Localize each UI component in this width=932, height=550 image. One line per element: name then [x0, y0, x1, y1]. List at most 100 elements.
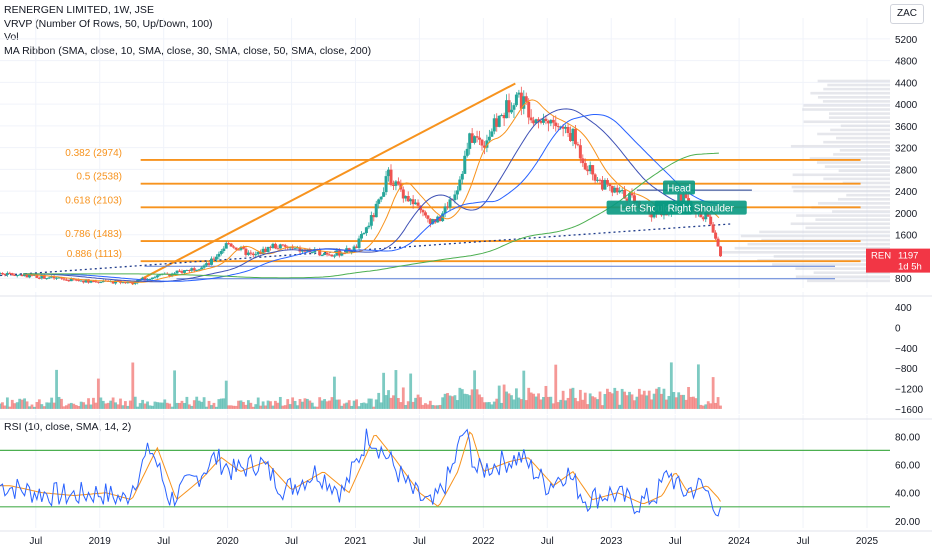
time-tick-label: Jul	[285, 536, 298, 547]
candle	[428, 218, 432, 224]
candle	[320, 255, 324, 257]
candle	[379, 196, 383, 200]
candle	[421, 210, 425, 213]
currency-button[interactable]: ZAC	[890, 4, 924, 24]
candle	[711, 224, 715, 233]
volume-bar	[249, 402, 253, 409]
candle	[214, 256, 218, 260]
candle	[431, 219, 435, 224]
candle	[598, 179, 602, 181]
pattern-label: Right Shoulder	[654, 200, 747, 215]
candle	[414, 202, 418, 205]
candle	[10, 273, 14, 276]
ma-ribbon-indicator-label[interactable]: MA Ribbon (SMA, close, 10, SMA, close, 3…	[4, 44, 372, 57]
volume-bar	[82, 402, 86, 409]
candle	[42, 275, 46, 279]
rsi-tick-label: 80.00	[895, 432, 920, 443]
volume-bar	[384, 395, 388, 409]
ma10-line	[22, 99, 720, 283]
volume-bar	[62, 406, 66, 409]
volume-bar	[187, 404, 191, 409]
volume-bar	[25, 401, 29, 409]
candle	[20, 274, 24, 277]
volume-bar	[337, 399, 341, 409]
volume-tick-label: 0	[895, 323, 901, 334]
volume-bar	[505, 391, 508, 409]
candle	[305, 249, 309, 252]
volume-bar	[711, 377, 715, 409]
volume-bar	[421, 404, 425, 409]
volume-bar	[124, 401, 127, 409]
candle	[131, 282, 135, 284]
candle	[453, 194, 457, 200]
volume-bar	[121, 405, 125, 409]
candle	[593, 174, 597, 181]
volume-bar	[441, 397, 445, 409]
candle	[197, 269, 201, 271]
candle	[3, 273, 7, 275]
volume-bar	[546, 396, 550, 409]
last-price-tag	[866, 248, 930, 273]
candle	[254, 254, 258, 256]
volume-bar	[57, 396, 61, 409]
volume-bar	[37, 399, 41, 409]
volume-bar	[625, 395, 629, 409]
candle	[482, 145, 486, 148]
volume-bar	[613, 387, 617, 409]
candle	[148, 279, 152, 281]
candle	[195, 269, 199, 271]
volume-indicator-label[interactable]: Vol	[4, 31, 19, 43]
candle	[387, 169, 391, 177]
vrvp-row	[830, 128, 890, 132]
candle	[502, 115, 506, 119]
volume-bar	[298, 399, 302, 409]
candle	[522, 96, 526, 109]
volume-bar	[492, 401, 496, 409]
volume-bar	[694, 398, 698, 409]
vrvp-row	[838, 169, 890, 173]
volume-bar	[94, 402, 98, 409]
rsi-line	[0, 428, 721, 517]
volume-bar	[483, 402, 486, 409]
candle	[569, 133, 573, 142]
candle	[426, 215, 430, 219]
volume-bar	[377, 392, 381, 409]
candle	[281, 244, 285, 246]
volume-bar	[576, 401, 580, 409]
volume-bar	[138, 403, 142, 409]
candle	[473, 136, 477, 143]
volume-bar	[392, 395, 395, 409]
volume-bar	[443, 393, 447, 409]
price-tick-label: 4400	[895, 78, 918, 89]
candle	[372, 215, 376, 218]
candle	[37, 277, 41, 279]
price-tick-label: 1600	[895, 231, 918, 242]
volume-bar	[623, 391, 627, 409]
candle	[219, 250, 223, 254]
candle	[18, 274, 22, 276]
candle	[264, 248, 268, 253]
volume-bar	[308, 400, 312, 409]
volume-bar	[175, 402, 179, 409]
volume-bar	[495, 398, 499, 409]
volume-bar	[330, 397, 334, 409]
candle	[283, 245, 287, 247]
candle	[259, 251, 263, 255]
candle	[591, 165, 595, 175]
volume-bar	[665, 399, 668, 409]
volume-bar	[133, 396, 137, 409]
rsi-panel	[0, 428, 890, 517]
last-price-value: 1197	[898, 251, 918, 262]
candle	[564, 126, 568, 129]
volume-bar	[347, 400, 351, 409]
volume-bar	[114, 402, 117, 409]
candle	[239, 247, 243, 250]
volume-bar	[5, 397, 9, 409]
volume-bar	[146, 401, 149, 409]
volume-bar	[551, 403, 555, 409]
candle	[480, 139, 484, 146]
vrvp-indicator-label[interactable]: VRVP (Number Of Rows, 50, Up/Down, 100)	[4, 17, 213, 30]
volume-bar	[234, 405, 238, 409]
time-tick-label: Jul	[669, 536, 682, 547]
